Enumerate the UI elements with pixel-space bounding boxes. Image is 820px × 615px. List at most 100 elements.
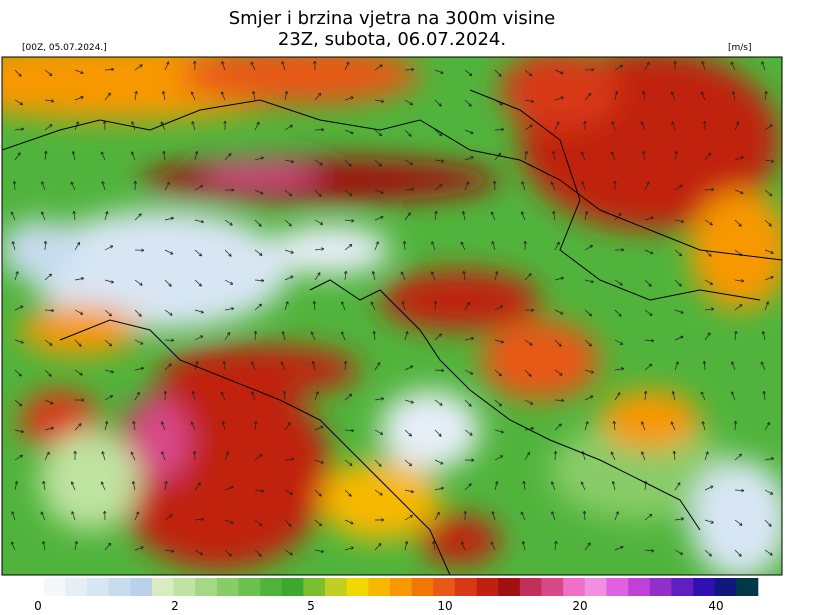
colorbar-label: 10 <box>437 599 452 613</box>
wind-arrow <box>464 369 474 375</box>
wind-arrow <box>194 309 204 314</box>
wind-arrow <box>132 420 136 431</box>
wind-arrow <box>464 458 475 462</box>
wind-arrow <box>434 159 445 163</box>
wind-arrow <box>224 188 235 192</box>
wind-arrow <box>614 212 622 221</box>
wind-arrow <box>554 276 564 281</box>
wind-arrow <box>254 420 258 431</box>
wind-arrow <box>584 210 589 221</box>
wind-arrow <box>254 249 263 256</box>
wind-arrow <box>134 64 143 71</box>
wind-arrow <box>194 482 201 491</box>
wind-arrow <box>494 339 504 344</box>
wind-arrow <box>462 270 466 281</box>
wind-arrow <box>284 159 295 164</box>
wind-arrow <box>73 450 77 461</box>
wind-arrow <box>644 309 653 316</box>
wind-arrow <box>434 69 444 75</box>
colorbar-swatch <box>151 578 174 596</box>
wind-arrow <box>341 301 346 311</box>
wind-arrow <box>734 519 743 526</box>
wind-arrow <box>134 248 145 252</box>
wind-arrow <box>434 129 443 137</box>
wind-arrow <box>44 369 52 377</box>
wind-arrow <box>104 211 109 221</box>
map-frame <box>1 56 783 576</box>
wind-arrow <box>553 450 558 461</box>
colorbar-swatch <box>65 578 88 596</box>
wind-arrow <box>44 69 53 77</box>
wind-arrow <box>764 159 775 163</box>
wind-arrow <box>284 519 292 527</box>
subtitle: 23Z, subota, 06.07.2024. <box>278 29 506 50</box>
colorbar-swatch <box>498 578 521 596</box>
wind-arrow <box>583 120 587 131</box>
wind-arrow <box>344 243 353 251</box>
wind-arrow <box>491 241 496 251</box>
wind-arrow <box>134 366 145 371</box>
wind-arrow <box>343 360 348 371</box>
wind-arrow <box>524 308 535 312</box>
wind-arrow <box>284 275 294 281</box>
wind-arrow <box>614 545 624 551</box>
wind-arrow <box>404 331 409 341</box>
wind-arrow <box>584 244 593 251</box>
wind-arrow <box>494 399 502 407</box>
wind-arrow <box>254 156 264 161</box>
wind-arrow <box>644 249 654 255</box>
wind-arrow <box>641 421 646 431</box>
wind-arrow <box>191 391 196 401</box>
wind-arrow <box>164 309 173 316</box>
wind-field <box>2 57 782 575</box>
wind-arrow <box>494 481 499 491</box>
colorbar-label: 40 <box>708 599 723 613</box>
wind-arrow <box>221 61 226 71</box>
wind-arrow <box>134 279 143 286</box>
wind-arrow <box>40 511 46 521</box>
wind-arrow <box>374 241 379 251</box>
wind-arrow <box>584 68 595 72</box>
wind-arrow <box>584 279 594 284</box>
wind-arrow <box>764 549 773 556</box>
colorbar-swatch <box>108 578 131 596</box>
wind-arrow <box>104 542 112 551</box>
colorbar-swatch <box>671 578 694 596</box>
wind-arrow <box>524 339 533 346</box>
wind-arrow <box>704 279 714 285</box>
colorbar-swatch <box>714 578 737 596</box>
wind-arrow <box>44 273 52 281</box>
wind-arrow <box>130 151 136 161</box>
wind-arrow <box>611 121 616 131</box>
wind-arrow <box>524 451 530 461</box>
units-label: [m/s] <box>728 43 752 53</box>
colorbar-swatch <box>22 578 44 596</box>
wind-arrow <box>614 392 621 401</box>
wind-arrow <box>14 369 22 377</box>
wind-arrow <box>44 150 48 161</box>
wind-arrow <box>404 399 414 404</box>
wind-arrow <box>434 99 442 107</box>
wind-arrow <box>671 391 676 401</box>
colorbar-swatch <box>628 578 651 596</box>
wind-arrow <box>344 129 354 135</box>
colorbar-swatch <box>195 578 218 596</box>
wind-arrow <box>644 279 652 287</box>
wind-arrow <box>253 330 258 341</box>
wind-arrow <box>161 90 166 101</box>
wind-arrow <box>284 422 291 431</box>
wind-arrow <box>220 91 226 101</box>
wind-arrow <box>524 150 528 161</box>
wind-arrow <box>554 96 564 101</box>
wind-arrow <box>44 308 55 313</box>
wind-arrow <box>494 127 505 132</box>
wind-arrow <box>374 489 383 496</box>
wind-arrow <box>644 61 650 71</box>
colorbar-label: 20 <box>572 599 587 613</box>
wind-arrow <box>71 511 76 521</box>
wind-arrow <box>374 429 384 435</box>
wind-arrow <box>14 271 19 281</box>
wind-arrow <box>464 399 472 407</box>
colorbar-swatch <box>454 578 477 596</box>
wind-arrow <box>404 365 414 371</box>
